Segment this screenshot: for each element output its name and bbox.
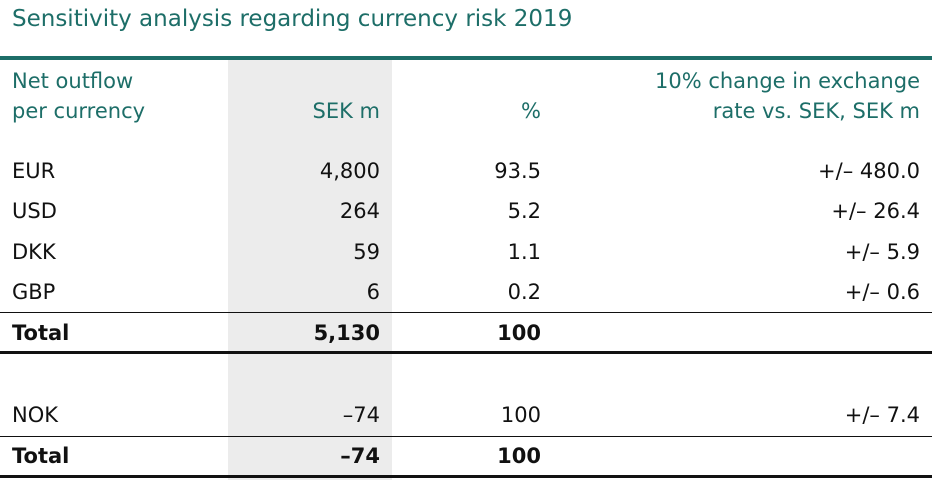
table-cell: NOK [12, 403, 59, 427]
row-rule [0, 436, 932, 437]
title: Sensitivity analysis regarding currency … [12, 6, 573, 32]
column-shade [228, 60, 392, 480]
table-cell: +/– 5.9 [844, 240, 920, 264]
table-cell: EUR [12, 159, 56, 183]
table-cell: 59 [353, 240, 380, 264]
row-rule [0, 312, 932, 313]
table-cell: USD [12, 199, 57, 223]
header-cell: 10% change in exchange rate vs. SEK, SEK… [654, 69, 920, 123]
table-cell: +/– 7.4 [844, 403, 920, 427]
table-cell: +/– 26.4 [831, 199, 920, 223]
table-cell: Total [12, 321, 70, 345]
table-cell: 6 [366, 280, 380, 304]
total-rule [0, 475, 932, 478]
table-cell: Total [12, 444, 70, 468]
table-cell: GBP [12, 280, 56, 304]
table-cell: 0.2 [507, 280, 541, 304]
table-cell: 5,130 [313, 321, 380, 345]
table-cell: 4,800 [319, 159, 380, 183]
table-cell: 100 [497, 321, 541, 345]
table-cell: 93.5 [494, 159, 541, 183]
table-cell: +/– 0.6 [844, 280, 920, 304]
header-cell: % [521, 99, 541, 123]
total-rule [0, 351, 932, 354]
table-cell: 100 [500, 403, 541, 427]
table-cell: DKK [12, 240, 56, 264]
table-cell: 5.2 [507, 199, 541, 223]
header-cell: Net outflow per currency [12, 69, 146, 123]
table-cell: +/– 480.0 [818, 159, 920, 183]
title-rule [0, 56, 932, 60]
table-cell: 100 [497, 444, 541, 468]
table-cell: 264 [339, 199, 380, 223]
table-cell: 1.1 [507, 240, 541, 264]
table-cell: –74 [342, 403, 380, 427]
header-cell: SEK m [312, 99, 380, 123]
table-cell: –74 [340, 444, 380, 468]
